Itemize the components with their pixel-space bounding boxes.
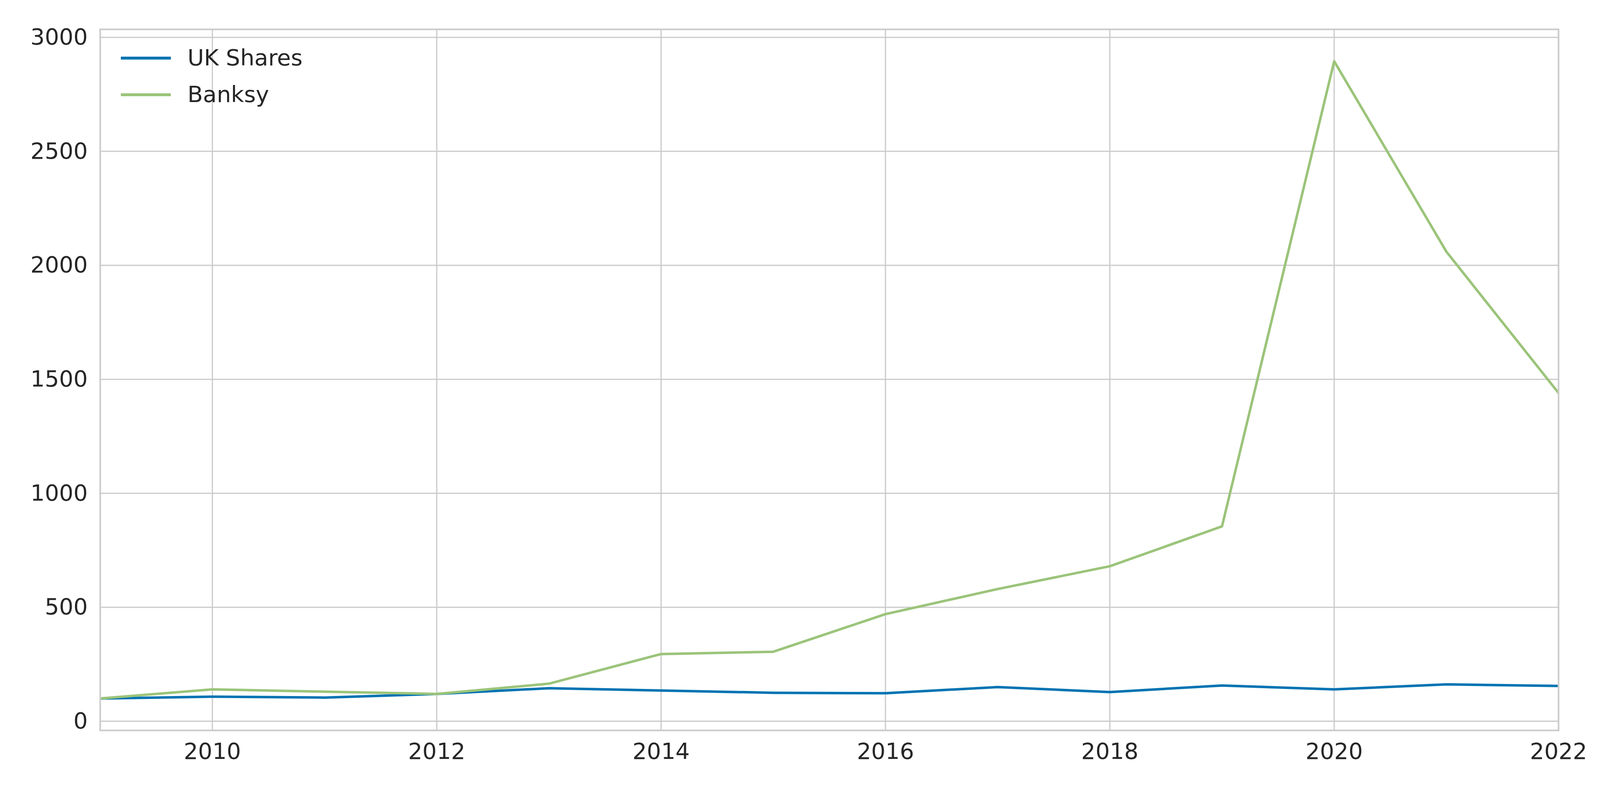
svg-text:2500: 2500 [30,137,88,165]
svg-text:2012: 2012 [407,738,465,765]
svg-text:2014: 2014 [632,738,690,765]
svg-text:3000: 3000 [30,23,88,50]
svg-text:2022: 2022 [1530,738,1588,765]
svg-text:500: 500 [44,593,88,620]
svg-text:0: 0 [73,707,88,735]
svg-text:2010: 2010 [183,738,241,765]
svg-text:1500: 1500 [30,365,88,393]
html-text:UK Shares: UK Shares [187,44,303,71]
svg-text:1000: 1000 [30,480,88,507]
svg-text:2016: 2016 [856,738,914,765]
svg-text:2000: 2000 [30,251,88,278]
svg-text:2020: 2020 [1305,738,1363,765]
svg-text:2018: 2018 [1081,738,1139,765]
html-text:Banksy: Banksy [187,81,270,108]
